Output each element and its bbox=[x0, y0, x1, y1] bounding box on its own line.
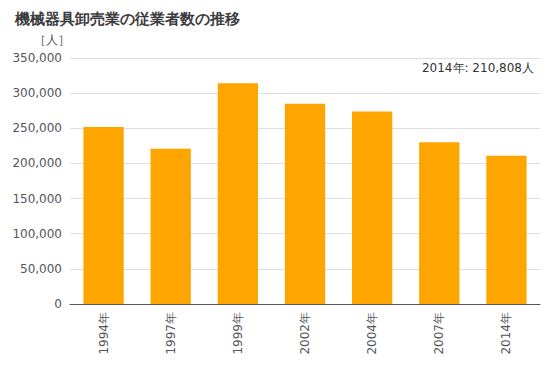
svg-text:1999年: 1999年 bbox=[231, 312, 245, 355]
svg-text:［人］: ［人］ bbox=[34, 33, 70, 47]
svg-text:2007年: 2007年 bbox=[432, 312, 446, 355]
svg-text:2014年: 2014年 bbox=[499, 312, 513, 355]
svg-text:200,000: 200,000 bbox=[12, 156, 62, 170]
svg-text:0: 0 bbox=[54, 297, 62, 311]
svg-text:50,000: 50,000 bbox=[20, 262, 62, 276]
svg-text:機械器具卸売業の従業者数の推移: 機械器具卸売業の従業者数の推移 bbox=[14, 10, 240, 28]
svg-text:1997年: 1997年 bbox=[164, 312, 178, 355]
svg-text:150,000: 150,000 bbox=[12, 192, 62, 206]
svg-text:250,000: 250,000 bbox=[12, 121, 62, 135]
svg-text:1994年: 1994年 bbox=[97, 312, 111, 355]
svg-text:2004年: 2004年 bbox=[365, 312, 379, 355]
svg-text:2002年: 2002年 bbox=[298, 312, 312, 355]
svg-text:2014年: 210,808人: 2014年: 210,808人 bbox=[422, 61, 534, 75]
svg-text:100,000: 100,000 bbox=[12, 227, 62, 241]
svg-text:300,000: 300,000 bbox=[12, 86, 62, 100]
svg-text:350,000: 350,000 bbox=[12, 51, 62, 65]
